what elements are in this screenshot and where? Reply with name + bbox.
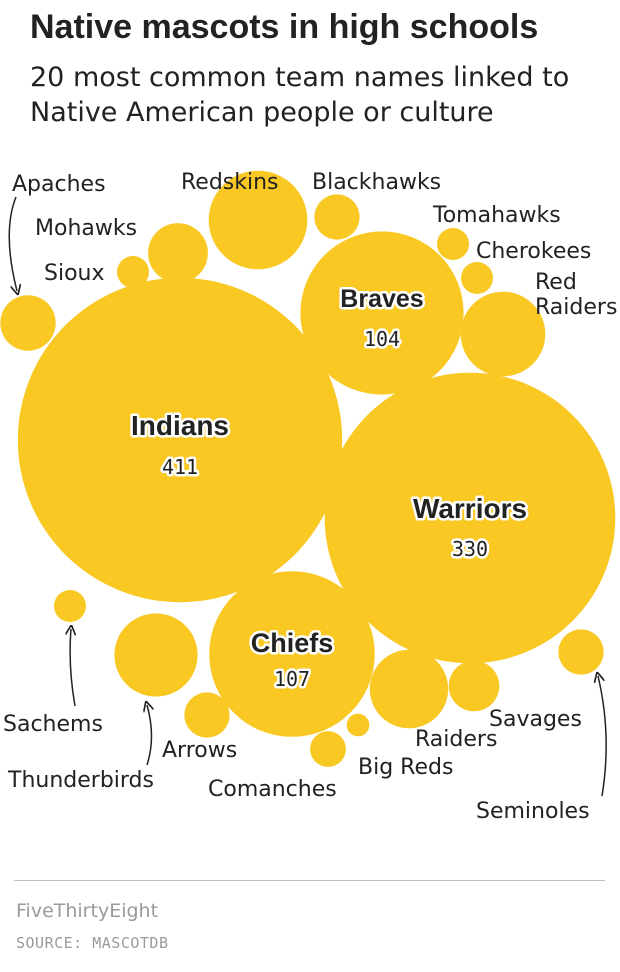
connector-arrow-thunderbirds (147, 705, 152, 766)
label-comanches: Comanches (208, 777, 337, 802)
bubble-warriors (324, 372, 616, 664)
bubble-label-braves: Braves (340, 285, 423, 313)
bubble-chiefs (209, 571, 375, 737)
label-mohawks: Mohawks (35, 216, 137, 241)
label-redskins: Redskins (181, 170, 279, 195)
footer-source: SOURCE: MASCOTDB (16, 934, 169, 952)
footer-brand: FiveThirtyEight (16, 900, 159, 922)
label-savages: Savages (489, 707, 582, 732)
bubble-value-braves: 104 (364, 327, 400, 351)
bubble-chart: Indians 411 Warriors 330 Chiefs 107 Braves 104 A… (0, 170, 617, 824)
label-thunderbirds: Thunderbirds (7, 768, 154, 793)
bubble-label-indians: Indians (131, 410, 229, 441)
bubble-indians (17, 277, 343, 603)
label-seminoles: Seminoles (476, 799, 590, 824)
label-blackhawks: Blackhawks (312, 170, 441, 195)
bubble-arrows (184, 692, 230, 738)
bubble-thunderbirds (114, 613, 198, 697)
bubble-comanches (310, 731, 346, 767)
bubble-label-warriors: Warriors (413, 493, 527, 524)
label-tomahawks: Tomahawks (432, 203, 561, 228)
bubble-braves (300, 231, 464, 395)
connector-arrow-apaches (8, 196, 17, 291)
footer-divider (14, 880, 605, 881)
bubble-sachems (54, 590, 86, 622)
connector-arrow-seminoles (598, 676, 607, 797)
label-raiders: Raiders (415, 727, 497, 752)
bubble-label-chiefs: Chiefs (251, 628, 334, 658)
label-sachems: Sachems (3, 712, 103, 737)
bubble-raiders (346, 713, 370, 737)
bubble-mohawks (148, 223, 208, 283)
bubble-big-reds (369, 649, 449, 729)
bubble-sioux (117, 256, 149, 288)
label-arrows: Arrows (162, 738, 237, 763)
bubble-value-indians: 411 (162, 455, 198, 479)
bubble-value-chiefs: 107 (274, 667, 310, 691)
connector-arrow-sachems (70, 629, 75, 707)
chart-title: Native mascots in high schools (30, 8, 539, 46)
bubble-savages (448, 660, 500, 712)
chart-subtitle: 20 most common team names linked to Nati… (30, 62, 570, 128)
bubble-value-warriors: 330 (452, 537, 488, 561)
label-cherokees: Cherokees (476, 239, 591, 264)
bubble-red-raiders (460, 291, 546, 377)
label-apaches: Apaches (12, 172, 106, 197)
label-sioux: Sioux (44, 261, 105, 286)
bubble-redskins (208, 170, 308, 270)
bubble-seminoles (558, 629, 604, 675)
bubble-cherokees (461, 262, 493, 294)
bubble-tomahawks (437, 228, 469, 260)
label-big-reds: Big Reds (358, 755, 453, 780)
bubble-blackhawks (314, 194, 360, 240)
bubble-apaches (0, 295, 56, 351)
label-red-raiders: Red Raiders (535, 270, 617, 320)
